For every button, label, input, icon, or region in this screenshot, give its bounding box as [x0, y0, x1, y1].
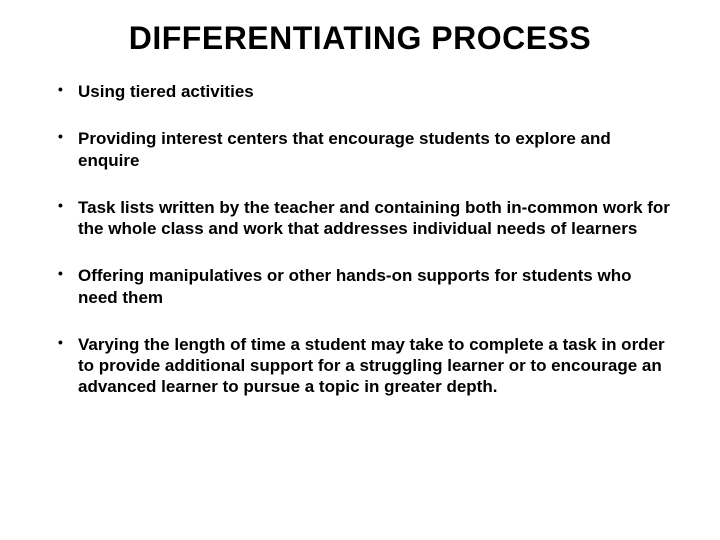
- list-item: Task lists written by the teacher and co…: [78, 197, 670, 240]
- list-item: Varying the length of time a student may…: [78, 334, 670, 398]
- list-item: Using tiered activities: [78, 81, 670, 102]
- bullet-list: Using tiered activities Providing intere…: [50, 81, 670, 398]
- slide-title: DIFFERENTIATING PROCESS: [50, 20, 670, 57]
- list-item: Providing interest centers that encourag…: [78, 128, 670, 171]
- list-item: Offering manipulatives or other hands-on…: [78, 265, 670, 308]
